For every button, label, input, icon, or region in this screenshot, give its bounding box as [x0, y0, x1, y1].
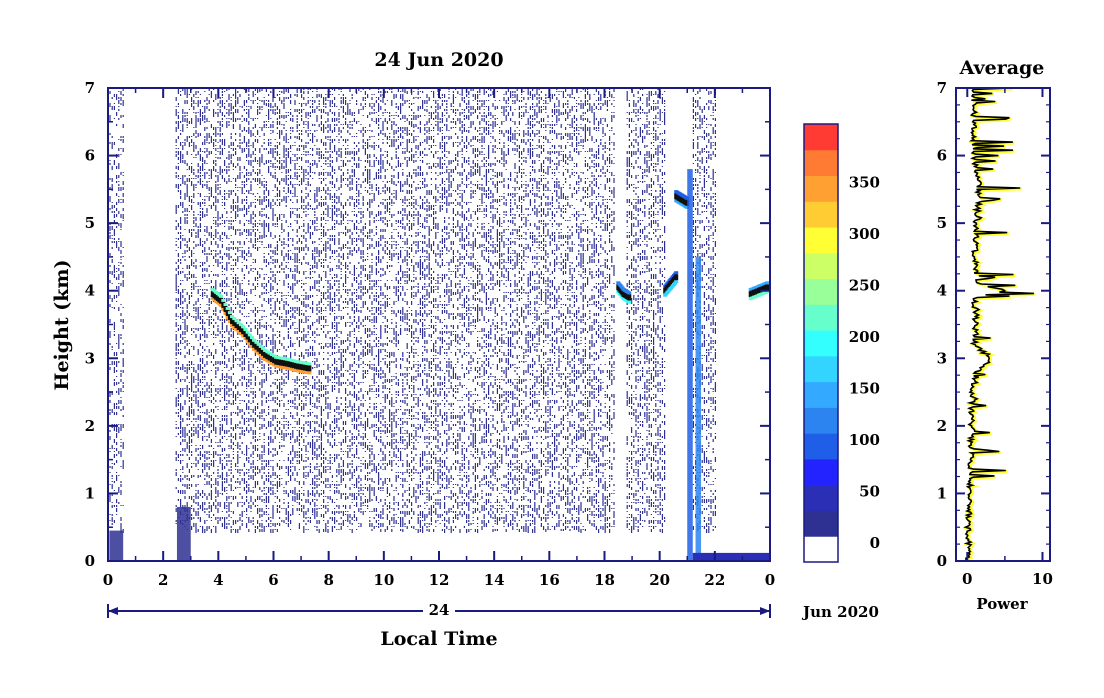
colorbar-tick-label: 150 — [849, 380, 880, 398]
colorbar-swatch — [804, 304, 838, 331]
main-y-tick-label: 6 — [85, 147, 95, 165]
colorbar-swatch — [804, 278, 838, 305]
colorbar-tick-label: 0 — [870, 534, 880, 552]
main-x-tick-label: 0 — [103, 571, 113, 589]
main-x-tick-label: 8 — [323, 571, 333, 589]
colorbar-tick-label: 200 — [849, 328, 880, 346]
colorbar-swatch — [804, 124, 838, 151]
base-echo-band — [692, 552, 770, 561]
average-x-tick-label: 10 — [1032, 570, 1053, 588]
average-y-tick-label: 7 — [937, 79, 947, 97]
echo-column-5 — [109, 530, 124, 561]
echo-column-7 — [687, 169, 693, 562]
average-x-tick-label: 0 — [962, 570, 972, 588]
cloud-layer-3 — [674, 190, 690, 209]
main-x-tick-label: 0 — [765, 571, 775, 589]
main-y-tick-label: 3 — [85, 349, 95, 367]
main-x-tick-label: 16 — [539, 571, 560, 589]
main-x-tick-label: 6 — [268, 571, 278, 589]
main-x-tick-label: 2 — [158, 571, 168, 589]
cloud-layer-1 — [616, 281, 632, 304]
main-chart-plot-area — [108, 88, 770, 562]
date-bar: 24 Jun 2020 — [107, 601, 879, 621]
colorbar-swatch — [804, 407, 838, 434]
main-x-tick-label: 10 — [373, 571, 394, 589]
noise-speckle — [109, 88, 716, 533]
colorbar-frame — [803, 123, 839, 563]
main-x-tick-label: 12 — [429, 571, 450, 589]
average-panel-title: Average — [959, 57, 1045, 79]
main-y-tick-label: 7 — [85, 79, 95, 97]
colorbar-tick-label: 300 — [849, 225, 880, 243]
main-y-tick-label: 5 — [85, 214, 95, 232]
average-y-tick-label: 5 — [937, 214, 947, 232]
date-bar-day-label: 24 — [429, 601, 450, 619]
average-y-tick-label: 4 — [937, 282, 947, 300]
average-y-tick-label: 2 — [937, 417, 947, 435]
date-bar-right-arrow — [760, 607, 770, 615]
colorbar-tick-label: 250 — [849, 277, 880, 295]
date-bar-left-arrow — [108, 607, 118, 615]
colorbar-swatch — [804, 175, 838, 202]
main-x-tick-label: 18 — [594, 571, 615, 589]
noise-field — [109, 88, 716, 533]
colorbar-swatch — [804, 201, 838, 228]
average-y-tick-label: 0 — [937, 552, 947, 570]
echo-features — [109, 169, 770, 562]
average-profile-plot-area — [956, 87, 1050, 563]
main-y-tick-label: 4 — [85, 282, 95, 300]
average-panel-x-axis-label: Power — [976, 595, 1028, 613]
colorbar-swatch — [804, 510, 838, 537]
cloud-layer-2 — [663, 271, 679, 297]
colorbar-tick-label: 50 — [859, 483, 880, 501]
main-x-tick-label: 14 — [484, 571, 505, 589]
main-chart-x-axis-label: Local Time — [380, 628, 497, 650]
average-y-tick-label: 6 — [937, 147, 947, 165]
main-chart-title: 24 Jun 2020 — [374, 49, 503, 71]
main-x-tick-label: 22 — [704, 571, 725, 589]
cloud-layer-0 — [210, 288, 312, 375]
colorbar-tick-label: 350 — [849, 174, 880, 192]
colorbar-tick-label: 100 — [849, 431, 880, 449]
main-x-tick-label: 20 — [649, 571, 670, 589]
colorbar-swatch — [804, 458, 838, 486]
colorbar: 0 50 100 150 200 250 300 350 — [803, 123, 880, 563]
colorbar-swatch — [804, 330, 838, 357]
colorbar-swatch — [804, 433, 838, 460]
main-x-tick-label: 4 — [213, 571, 223, 589]
echo-column-6 — [176, 506, 191, 561]
colorbar-swatch — [804, 149, 838, 177]
colorbar-swatch — [804, 355, 838, 383]
colorbar-swatch — [804, 536, 838, 563]
main-plot-background — [108, 88, 770, 561]
echo-column-8 — [695, 256, 702, 561]
main-y-tick-label: 2 — [85, 417, 95, 435]
colorbar-swatch — [804, 484, 838, 511]
main-chart-y-axis-label: Height (km) — [51, 260, 73, 391]
colorbar-swatch — [804, 227, 838, 254]
main-y-tick-label: 0 — [85, 552, 95, 570]
average-y-tick-label: 1 — [937, 484, 947, 502]
main-y-tick-label: 1 — [85, 484, 95, 502]
average-profile-axes: 0 1 2 3 4 5 6 7 0 10 — [937, 79, 1053, 588]
colorbar-swatch — [804, 381, 838, 408]
colorbar-swatch — [804, 252, 838, 280]
average-profile-line — [963, 87, 1034, 562]
average-y-tick-label: 3 — [937, 349, 947, 367]
date-bar-month-label: Jun 2020 — [801, 603, 879, 621]
